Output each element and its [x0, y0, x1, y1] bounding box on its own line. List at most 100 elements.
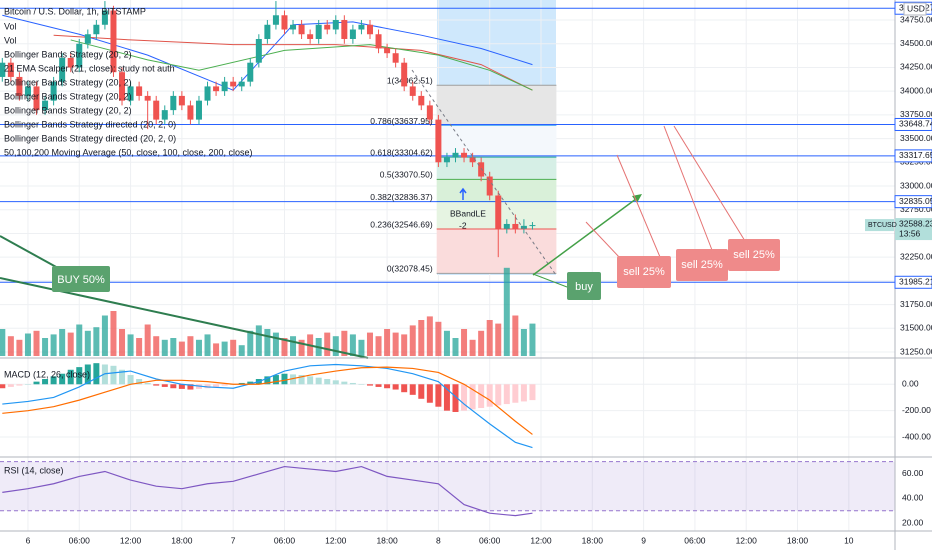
arrow-line: [532, 195, 641, 276]
macd-tick-label: -400.00: [902, 431, 931, 441]
x-tick-label: 18:00: [582, 535, 604, 545]
indicator-label: Bollinger Bands Strategy directed (20, 2…: [4, 133, 176, 143]
rsi-title: RSI (14, close): [4, 465, 64, 475]
volume-bar: [384, 329, 391, 356]
macd-histogram-bar: [529, 384, 536, 401]
fib-label: 0.5(33070.50): [380, 170, 433, 180]
candle-body: [42, 100, 49, 111]
candle-body: [255, 38, 262, 63]
volume-bar: [110, 311, 117, 356]
sell-callout: [728, 239, 780, 271]
indicator-label: Vol: [4, 35, 17, 45]
fib-zone: [436, 157, 557, 180]
macd-histogram-bar: [401, 384, 408, 393]
volume-bar: [127, 334, 134, 356]
volume-bar: [255, 325, 262, 356]
volume-bar: [478, 330, 485, 356]
macd-histogram-bar: [512, 384, 519, 403]
volume-bar: [204, 334, 211, 356]
volume-bar: [401, 334, 408, 356]
y-tick-label: 34500.00: [900, 38, 932, 48]
y-tick-label: 34000.00: [900, 85, 932, 95]
candle-body: [384, 48, 391, 54]
macd-histogram-bar: [24, 384, 31, 385]
macd-histogram-bar: [409, 384, 416, 395]
candle-body: [401, 62, 408, 87]
indicator-label: Vol: [4, 21, 17, 31]
candle-body: [486, 176, 493, 196]
macd-histogram-bar: [264, 376, 271, 385]
macd-histogram-bar: [153, 384, 160, 386]
candle-body: [375, 34, 382, 49]
candle-body: [59, 57, 66, 82]
macd-histogram-bar: [59, 373, 66, 385]
volume-bar: [42, 338, 49, 356]
moving-average: [70, 39, 533, 91]
macd-histogram-bar: [443, 384, 450, 411]
volume-bar: [247, 330, 254, 356]
macd-histogram-bar: [478, 384, 485, 409]
signal-label: BBandLE: [450, 208, 486, 218]
candle-body: [153, 100, 160, 120]
currency-label: USD: [907, 3, 925, 13]
candle-body: [409, 86, 416, 96]
volume-bar: [153, 336, 160, 356]
macd-histogram-bar: [247, 381, 254, 385]
macd-histogram-bar: [486, 384, 493, 407]
volume-bar: [50, 334, 57, 356]
macd-histogram-bar: [7, 384, 14, 387]
sell-callout: [676, 249, 728, 281]
rsi-tick-label: 20.00: [902, 517, 924, 527]
volume-bar: [375, 336, 382, 356]
candle-body: [281, 15, 288, 30]
background-layer: [0, 0, 895, 531]
callout-pointer: [616, 154, 661, 258]
macd-histogram-bar: [349, 382, 356, 385]
candle-body: [520, 225, 527, 229]
hline-price-label: 33317.65: [899, 150, 932, 160]
hline-price-box: [894, 117, 932, 131]
indicator-label: 21 EMA Scalper (21, close): study not au…: [4, 63, 175, 73]
candle-body: [119, 72, 126, 101]
volume-bar: [144, 324, 151, 356]
last-price-time: 13:56: [899, 228, 921, 238]
rsi-tick-label: 40.00: [902, 493, 924, 503]
volume-bar: [341, 330, 348, 356]
signal-qty: -2: [459, 220, 467, 230]
callout-pointer: [532, 273, 568, 288]
candle-body: [426, 105, 433, 120]
volume-bar: [495, 323, 502, 356]
volume-bar: [76, 324, 83, 356]
volume-bar: [324, 332, 331, 356]
volume-bar: [136, 338, 143, 356]
candle-body: [170, 95, 177, 111]
macd-tick-label: -200.00: [902, 405, 931, 415]
fib-label: 1(34062.51): [387, 75, 433, 85]
macd-histogram-bar: [144, 382, 151, 385]
hline-price-box: [894, 195, 932, 209]
volume-bar: [170, 338, 177, 356]
macd-histogram-bar: [375, 384, 382, 387]
indicator-label: Bollinger Bands Strategy (20, 2): [4, 105, 132, 115]
candle-body: [230, 81, 237, 87]
volume-bar: [264, 329, 271, 356]
candle-body: [529, 225, 536, 227]
currency-box: [903, 2, 927, 16]
volume-bar: [221, 341, 228, 356]
volume-bar: [195, 339, 202, 356]
hline-price-label: 31985.21: [899, 277, 932, 287]
macd-histogram-bar: [16, 384, 23, 386]
candle-body: [0, 62, 6, 77]
drawings: BUY 50% buy sell 25% sell 25% sell 25% B…: [0, 69, 780, 359]
macd-histogram-bar: [272, 375, 279, 385]
volume-bar: [452, 338, 459, 356]
candle-body: [110, 10, 117, 73]
candle-body: [443, 157, 450, 163]
volume-bar: [366, 332, 373, 356]
volume-bar: [392, 332, 399, 356]
volume-bar: [281, 338, 288, 356]
macd-histogram-bar: [127, 375, 134, 385]
last-price-label: 32588.23: [899, 218, 932, 228]
volume-bar: [272, 332, 279, 356]
volume-bar: [93, 327, 100, 356]
